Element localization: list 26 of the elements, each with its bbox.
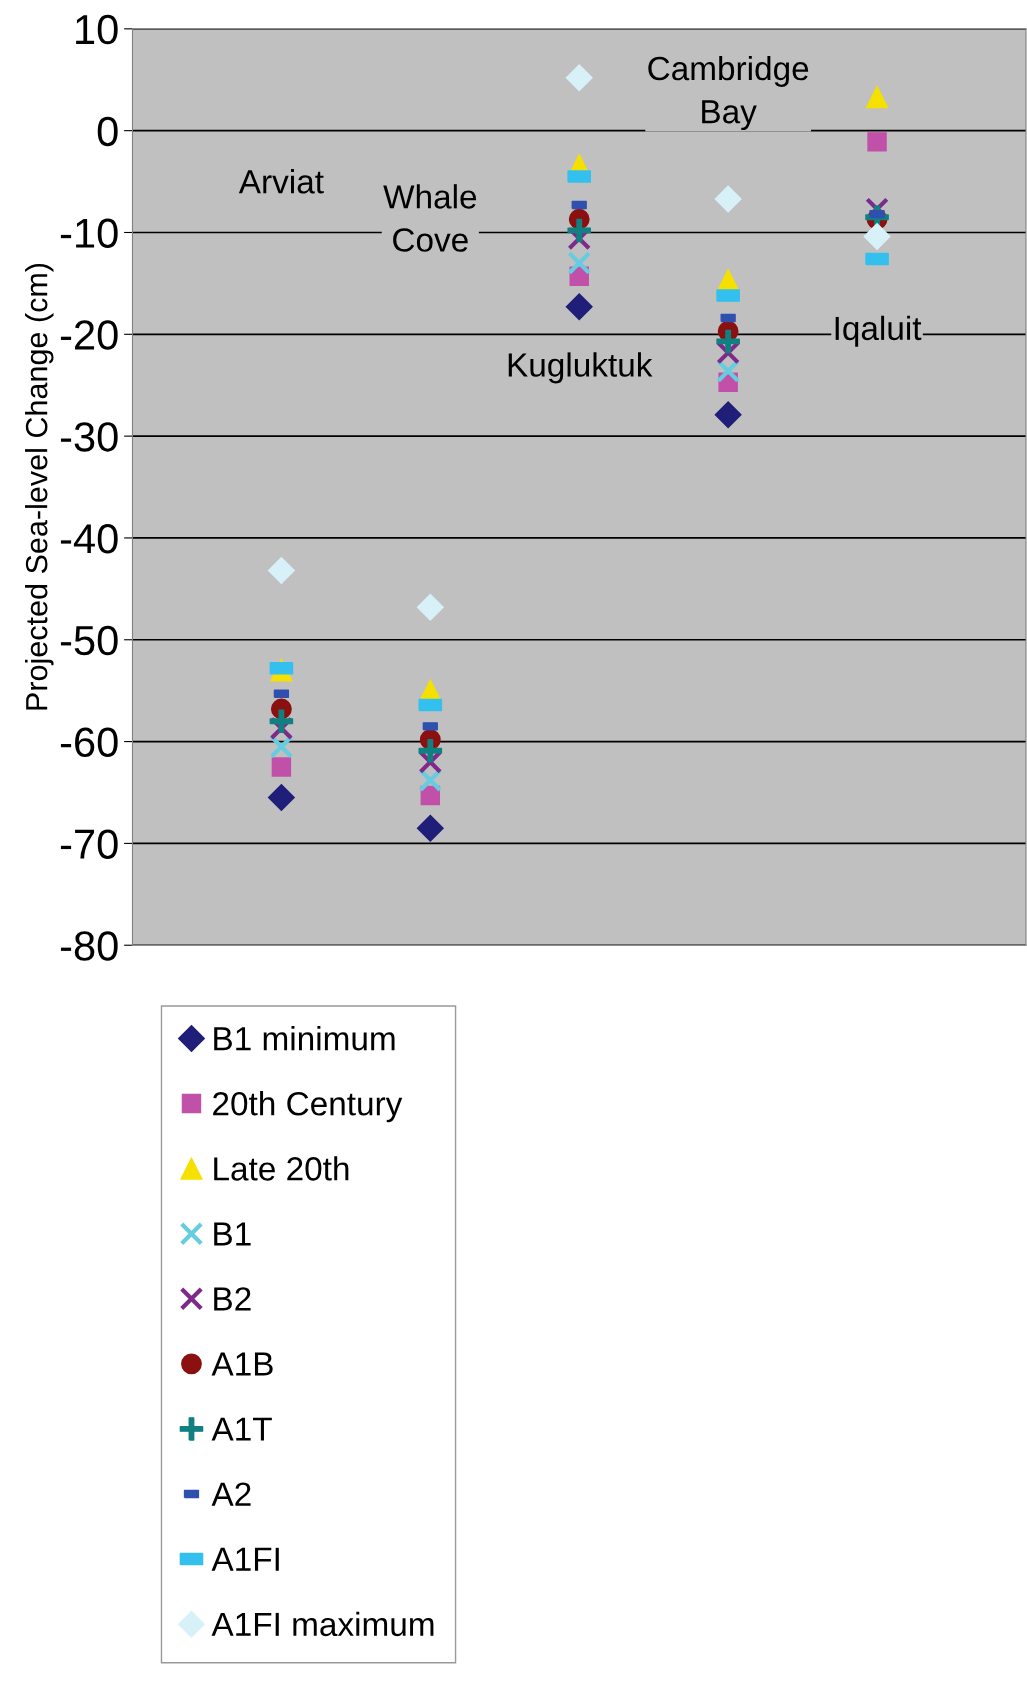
legend-label: A1FI (211, 1547, 279, 1571)
y-tick-label: -80 (60, 931, 118, 961)
legend-label: B1 (214, 1222, 251, 1246)
legend-label: A1T (211, 1417, 272, 1441)
y-tick-label: -40 (60, 523, 118, 554)
legend-label: A1FI maximum (211, 1611, 434, 1637)
y-tick-label: 0 (97, 116, 118, 147)
x-tick-label: Kugluktuk (508, 352, 653, 384)
x-tick-label: Cambridge Bay (648, 55, 809, 131)
y-tick-label: -20 (60, 320, 118, 350)
legend-label: B1 minimum (214, 1026, 395, 1051)
y-tick-label: -30 (60, 422, 118, 452)
legend-label: Late 20th (214, 1156, 349, 1181)
y-tick-label: 10 (76, 14, 118, 45)
x-tick-label: Whale Cove (383, 184, 477, 252)
legend-label: A1B (211, 1352, 273, 1376)
y-tick-label: -60 (60, 727, 118, 758)
legend-label: A2 (211, 1482, 251, 1506)
legend-label: B2 (214, 1287, 251, 1311)
x-tick-label: Arviat (238, 169, 324, 194)
y-tick-label: -10 (60, 218, 118, 248)
y-tick-label: -70 (60, 829, 118, 859)
legend-label: 20th Century (213, 1091, 403, 1123)
y-axis-title: Projected Sea-level Change (cm) (25, 263, 54, 710)
y-tick-label: -50 (60, 625, 118, 656)
x-tick-label: Iqaluit (835, 315, 922, 347)
